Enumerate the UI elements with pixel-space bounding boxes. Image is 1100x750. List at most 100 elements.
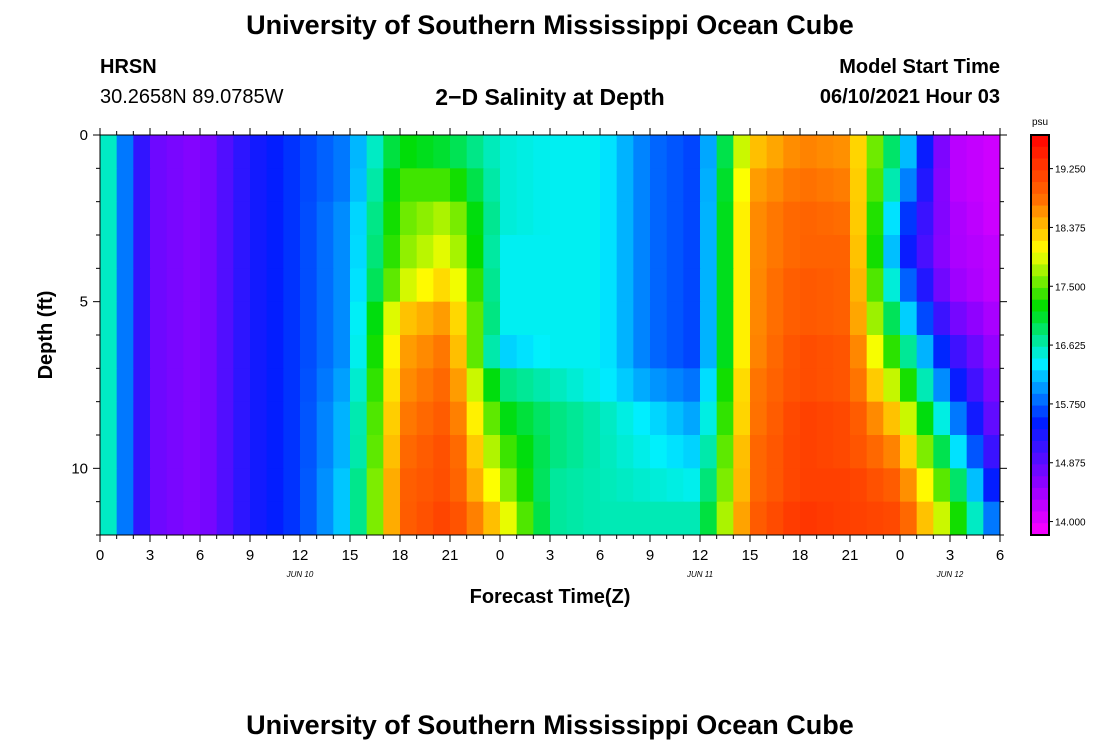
heatmap-cell [316,401,334,436]
heatmap-cell [533,468,551,503]
heatmap-cell [933,135,951,169]
heatmap-cell [950,301,968,336]
heatmap-cell [616,335,634,369]
heatmap-cell [766,368,784,403]
heatmap-cell [616,235,634,269]
heatmap-cell [716,335,734,369]
heatmap-cell [866,201,884,236]
heatmap-cell [633,335,651,369]
heatmap-cell [650,168,668,203]
heatmap-cell [233,301,251,336]
heatmap-cell [350,401,368,436]
heatmap-cell [883,201,901,236]
heatmap-cell [200,168,218,203]
heatmap-cell [500,401,518,436]
colorbar-segment [1031,405,1049,418]
heatmap-cell [450,368,468,403]
heatmap-cell [366,435,384,469]
heatmap-cell [516,135,534,169]
heatmap-cell [733,235,751,269]
heatmap-cell [116,201,134,236]
heatmap-cell [500,235,518,269]
heatmap-cell [216,168,234,203]
heatmap-cell [750,401,768,436]
heatmap-cell [983,401,1000,436]
heatmap-cell [100,301,118,336]
heatmap-cell [466,335,484,369]
heatmap-cell [683,135,701,169]
heatmap-cell [283,301,301,336]
x-tick-label: 3 [946,547,954,564]
heatmap-cell [833,301,851,336]
heatmap-cell [650,501,668,535]
heatmap-cell [150,168,168,203]
heatmap-cell [766,468,784,503]
heatmap-cell [466,468,484,503]
heatmap-cell [250,201,268,236]
heatmap-cell [733,135,751,169]
heatmap-cell [433,135,451,169]
heatmap-cell [800,401,818,436]
heatmap-cell [916,168,934,203]
heatmap-cell [516,201,534,236]
x-tick-label: 0 [496,547,504,564]
heatmap-cell [400,268,418,303]
heatmap-cell [900,301,918,336]
heatmap-cell [233,401,251,436]
heatmap-cell [233,468,251,503]
colorbar-segment [1031,476,1049,489]
heatmap-cell [800,435,818,469]
heatmap-cell [950,368,968,403]
heatmap-cell [200,401,218,436]
heatmap-cell [816,201,834,236]
heatmap-cell [400,235,418,269]
heatmap-cell [266,368,284,403]
y-axis-label: Depth (ft) [35,291,57,380]
heatmap-cell [866,268,884,303]
heatmap-cell [250,401,268,436]
heatmap-cell [433,335,451,369]
heatmap-cell [250,135,268,169]
heatmap-cell [533,135,551,169]
heatmap-cell [416,501,434,535]
heatmap-cell [350,235,368,269]
heatmap-cell [500,135,518,169]
heatmap-cell [500,335,518,369]
heatmap-cell [283,501,301,535]
heatmap-cell [883,335,901,369]
station-coordinates: 30.2658N 89.0785W [100,86,284,108]
heatmap-cell [633,301,651,336]
heatmap-cell [516,401,534,436]
heatmap-cell [400,201,418,236]
heatmap-cell [133,268,151,303]
heatmap-cell [616,501,634,535]
heatmap-cell [166,335,184,369]
heatmap-cell [800,368,818,403]
heatmap-cell [116,435,134,469]
x-tick-label: 3 [546,547,554,564]
heatmap-cell [983,501,1000,535]
heatmap-cell [533,501,551,535]
heatmap-cell [933,268,951,303]
heatmap-cell [600,168,618,203]
heatmap-cell [783,435,801,469]
heatmap-cell [400,368,418,403]
heatmap-cell [600,201,618,236]
heatmap-cell [750,268,768,303]
heatmap-cell [200,335,218,369]
heatmap-cell [633,135,651,169]
heatmap-cell [616,168,634,203]
heatmap-cell [533,401,551,436]
heatmap-cell [116,468,134,503]
heatmap-cell [266,401,284,436]
heatmap-cell [233,235,251,269]
heatmap-cell [750,435,768,469]
heatmap-cell [816,268,834,303]
heatmap-cell [683,435,701,469]
heatmap-cell [716,368,734,403]
heatmap-cell [833,201,851,236]
x-tick-label: 21 [442,547,459,564]
heatmap-cell [833,435,851,469]
heatmap-cell [100,201,118,236]
colorbar-segment [1031,523,1049,536]
